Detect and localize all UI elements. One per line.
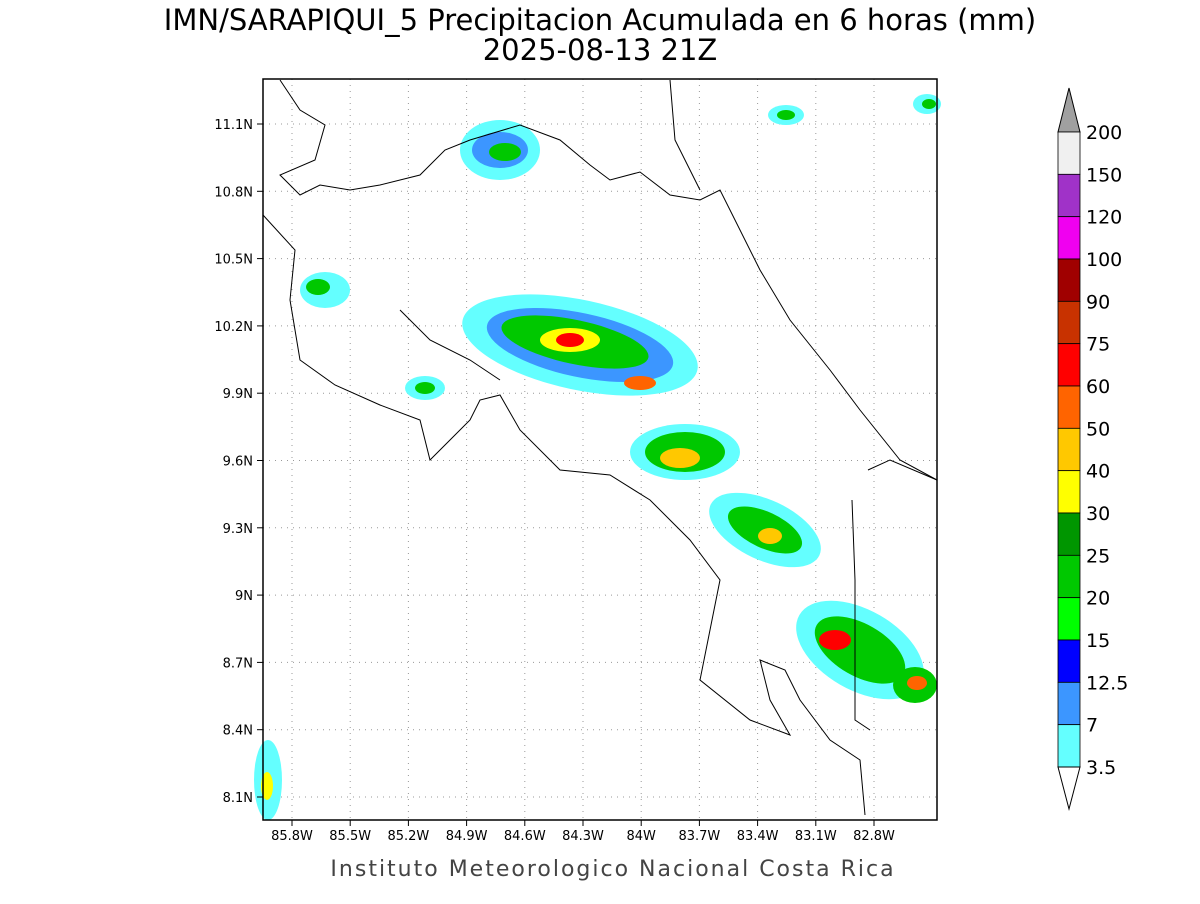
y-tick-label: 8.4N [223,724,253,739]
colorbar-label: 120 [1086,207,1122,229]
colorbar-segment [1057,470,1081,514]
colorbar-segment [1057,427,1081,472]
colorbar-segment [1057,300,1081,345]
x-tick-label: 82.8W [853,829,895,844]
y-tick-label: 8.1N [223,791,253,806]
x-tick-label: 83.1W [795,829,837,844]
y-tick-label: 8.7N [223,656,253,671]
colorbar-segment [1057,131,1081,175]
colorbar-label: 60 [1086,376,1110,398]
x-tick-label: 83.4W [737,829,779,844]
colorbar-segment [1057,385,1081,429]
colorbar-segment [1057,173,1081,218]
colorbar-label: 30 [1086,503,1110,525]
colorbar-label: 12.5 [1086,672,1128,694]
x-tick-label: 84W [626,829,656,844]
y-tick-label: 9N [235,589,253,604]
colorbar-segment [1057,343,1081,387]
colorbar-segment [1057,724,1081,768]
colorbar-segment [1057,258,1081,302]
map-background [263,79,937,820]
colorbar-label: 20 [1086,588,1110,610]
map-plot [254,78,941,821]
map-frame [262,78,938,821]
colorbar-label: 40 [1086,461,1110,483]
colorbar-below [1057,766,1081,811]
colorbar-label: 150 [1086,164,1122,186]
footer: Instituto Meteorologico Nacional Costa R… [330,857,895,882]
colorbar-label: 200 [1086,122,1122,144]
x-tick-label: 85.8W [271,829,313,844]
colorbar-label: 50 [1086,418,1110,440]
y-tick-label: 10.2N [214,320,253,335]
y-tick-label: 11.1N [214,118,253,133]
colorbar-label: 25 [1086,545,1110,567]
x-tick-label: 84.6W [504,829,546,844]
precipitation [254,94,941,820]
colorbar-segment [1057,554,1081,599]
x-tick-label: 83.7W [678,829,720,844]
coastlines [262,79,938,816]
title: IMN/SARAPIQUI_5 Precipitacion Acumulada … [164,3,1036,37]
colorbar-label: 7 [1086,715,1098,737]
y-tick-label: 10.5N [214,253,253,268]
colorbar-label: 90 [1086,291,1110,313]
colorbar-segment [1057,597,1081,641]
colorbar: 200 150 120 100 90 75 60 50 40 30 25 20 15 12.5 7 3.5 [1057,87,1128,811]
colorbar-segment [1057,512,1081,556]
colorbar-above [1057,87,1081,133]
x-tick-label: 84.3W [562,829,604,844]
colorbar-label: 100 [1086,249,1122,271]
colorbar-segment [1057,639,1081,683]
colorbar-segment [1057,681,1081,726]
y-tick-label: 9.3N [223,522,253,537]
colorbar-label: 15 [1086,630,1110,652]
y-tick-label: 9.9N [223,387,253,402]
colorbar-segment [1057,216,1081,260]
colorbar-label: 3.5 [1086,757,1116,779]
x-tick-label: 85.5W [329,829,371,844]
x-tick-label: 85.2W [387,829,429,844]
subtitle: 2025-08-13 21Z [483,33,718,67]
y-tick-label: 10.8N [214,185,253,200]
x-tick-label: 84.9W [446,829,488,844]
colorbar-label: 75 [1086,334,1110,356]
y-tick-label: 9.6N [223,455,253,470]
